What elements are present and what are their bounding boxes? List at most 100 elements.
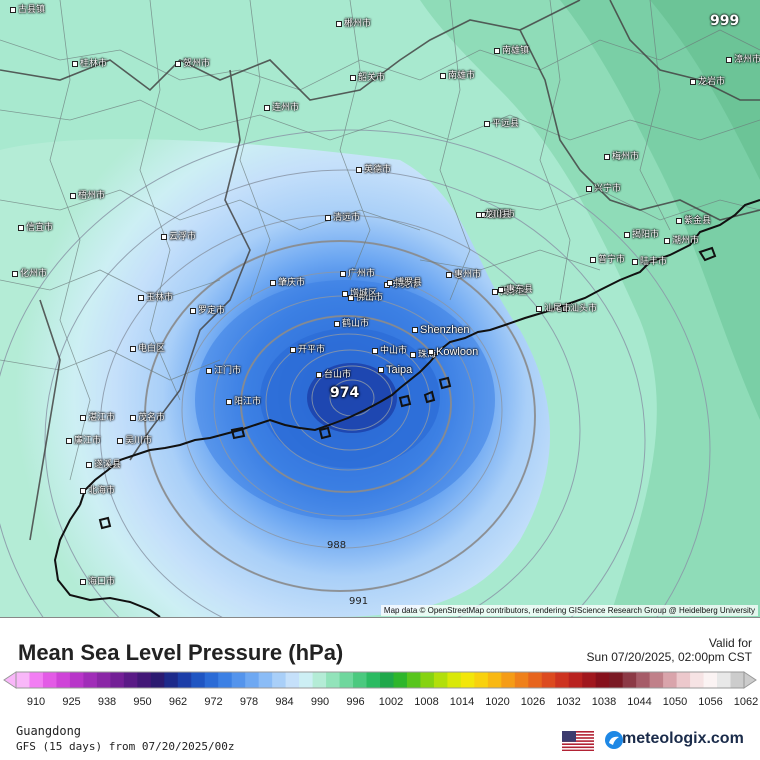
city-label: 珠海: [410, 351, 436, 360]
city-label: 韶关市: [350, 74, 385, 83]
city-label: 佛山市: [348, 294, 383, 303]
city-name: 广州市: [348, 269, 376, 279]
colorbar-swatch: [501, 672, 516, 688]
city-name: 汕头市: [570, 304, 598, 314]
city-marker-icon: [726, 56, 732, 63]
city-marker-icon: [586, 185, 592, 192]
city-marker-icon: [80, 414, 86, 421]
city-marker-icon: [336, 20, 342, 27]
city-marker-icon: [325, 214, 331, 221]
city-label: 云浮市: [161, 233, 196, 242]
city-marker-icon: [428, 349, 434, 356]
city-name: 廉江市: [74, 436, 102, 446]
colorbar-left-arrow-icon: [3, 671, 17, 689]
city-name: 南雄镇: [502, 46, 530, 56]
city-marker-icon: [80, 487, 86, 494]
city-marker-icon: [138, 294, 144, 301]
city-label: 开平市: [290, 346, 325, 355]
model-run: GFS (15 days) from 07/20/2025/00z: [16, 740, 235, 753]
city-marker-icon: [562, 305, 568, 312]
city-label: 普宁市: [590, 256, 625, 265]
colorbar-tick-label: 1026: [520, 696, 546, 708]
city-marker-icon: [340, 270, 346, 277]
colorbar-tick-label: 990: [310, 696, 330, 708]
city-label: 台山市: [316, 371, 351, 380]
colorbar-tick-label: 972: [204, 696, 223, 708]
colorbar-tick-label: 1002: [378, 696, 404, 708]
city-name: 增城区: [350, 289, 378, 299]
colorbar-swatch: [555, 672, 570, 688]
colorbar-right-arrow-icon: [743, 671, 757, 689]
city-label: 湛江市: [80, 414, 115, 423]
city-marker-icon: [10, 6, 16, 13]
colorbar-tick-label: 1062: [733, 696, 759, 708]
colorbar-swatch: [730, 672, 745, 688]
colorbar-swatch: [312, 672, 327, 688]
city-name: 遂溪县: [94, 460, 122, 470]
city-marker-icon: [492, 288, 498, 295]
colorbar-swatch: [164, 672, 179, 688]
city-label: 平远县: [484, 120, 519, 129]
colorbar-swatch: [568, 672, 583, 688]
city-name: 吴川市: [125, 436, 153, 446]
city-marker-icon: [190, 307, 196, 314]
city-label: 揭阳市: [624, 231, 659, 240]
colorbar-swatch: [447, 672, 462, 688]
city-name: Shenzhen: [420, 324, 470, 336]
city-name: 汕尾市: [544, 304, 572, 314]
city-label: 南雄市: [440, 72, 475, 81]
pressure-map[interactable]: 古县镇 郴州市 桂林市 贺州市 韶关市 南雄市 连州市 英德市 清远市 广州市 佛山市 肇庆市 江门市 开…: [0, 0, 760, 618]
city-marker-icon: [72, 60, 78, 67]
city-name: 揭东区: [500, 287, 528, 297]
city-label: 遂溪县: [86, 461, 121, 470]
low-pressure-center-label: 974: [330, 385, 360, 401]
city-marker-icon: [690, 78, 696, 85]
city-label: 玉林市: [138, 294, 173, 303]
city-name: 清远市: [333, 213, 361, 223]
city-label: 汕尾市: [536, 305, 571, 314]
city-name: 漳州市: [734, 55, 760, 65]
colorbar-swatch: [150, 672, 165, 688]
colorbar-swatch: [622, 672, 637, 688]
city-label: 漳州市: [726, 56, 760, 65]
major-city-label: Taipa: [378, 365, 412, 376]
colorbar-swatch: [393, 672, 408, 688]
isobar-label-991: 991: [349, 596, 369, 607]
colorbar-swatch: [420, 672, 435, 688]
colorbar-tick-label: 1020: [485, 696, 510, 708]
city-marker-icon: [70, 192, 76, 199]
city-name: 陆丰市: [640, 257, 668, 267]
colorbar-tick-label: 984: [275, 696, 294, 708]
city-marker-icon: [316, 371, 322, 378]
city-name: 罗定市: [198, 306, 226, 316]
city-name: 南雄市: [448, 71, 476, 81]
province-borders: [0, 0, 760, 541]
city-name: Kowloon: [436, 346, 479, 358]
city-label: 惠东县: [498, 286, 533, 295]
colorbar-swatch: [69, 672, 85, 688]
city-label: 南雄镇: [494, 47, 529, 56]
city-name: 河源市: [488, 210, 516, 220]
isobar-label-988: 988: [327, 540, 347, 551]
colorbar-swatch: [177, 672, 192, 688]
city-label: 广州市: [340, 270, 375, 279]
us-flag-icon[interactable]: [562, 731, 594, 751]
city-marker-icon: [624, 231, 630, 238]
meteologix-brand[interactable]: meteologix.com: [622, 730, 744, 747]
colorbar-swatch: [595, 672, 610, 688]
colorbar-swatch: [110, 672, 125, 688]
city-marker-icon: [664, 237, 670, 244]
colorbar-swatch: [528, 672, 543, 688]
city-marker-icon: [378, 367, 384, 374]
city-label: 兴宁市: [586, 185, 621, 194]
city-name: 江门市: [214, 366, 242, 376]
city-label: 北海市: [80, 487, 115, 496]
city-label: 陆丰市: [632, 258, 667, 267]
colorbar-swatch: [204, 672, 219, 688]
city-marker-icon: [290, 346, 296, 353]
city-name: 英德市: [364, 165, 392, 175]
colorbar-swatch: [406, 672, 422, 688]
coastline: [53, 199, 760, 617]
colorbar-tick-label: 996: [346, 696, 365, 708]
city-label: 连州市: [264, 104, 299, 113]
